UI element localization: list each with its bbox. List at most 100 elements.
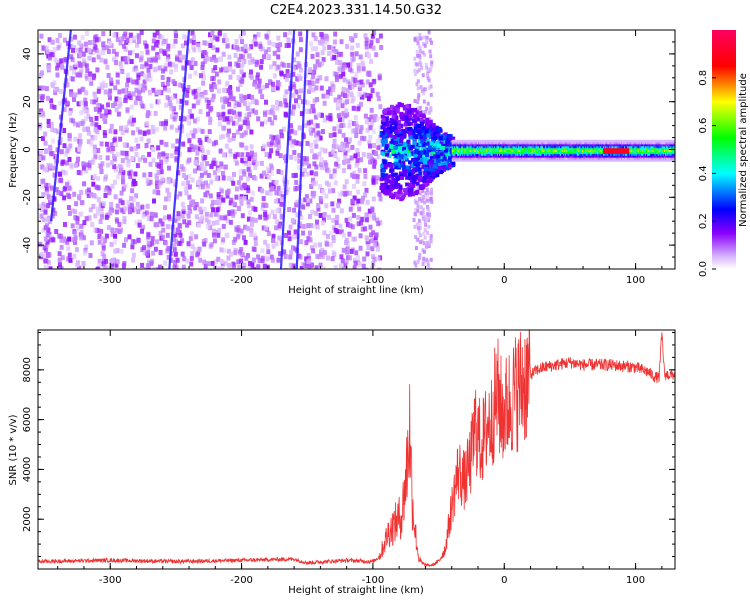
heat-cell xyxy=(436,130,441,135)
heat-cell xyxy=(433,158,438,163)
heat-cell xyxy=(339,51,344,57)
heat-cell xyxy=(417,167,422,172)
heat-cell xyxy=(339,254,344,260)
heat-cell xyxy=(376,221,381,227)
heat-cell xyxy=(43,131,48,137)
heat-cell xyxy=(41,155,46,161)
heat-cell xyxy=(78,211,83,217)
heat-cell xyxy=(371,254,375,260)
heat-cell xyxy=(399,173,404,178)
heat-cell xyxy=(381,130,386,135)
heat-cell xyxy=(368,143,372,149)
heat-cell xyxy=(249,69,253,75)
heat-cell xyxy=(48,199,52,205)
heat-cell xyxy=(156,190,161,196)
heat-cell xyxy=(425,153,430,157)
heat-cell xyxy=(353,153,358,159)
heat-cell xyxy=(386,111,391,116)
heat-cell xyxy=(201,71,206,76)
heat-cell xyxy=(63,170,68,176)
heat-cell xyxy=(342,147,346,153)
heat-cell xyxy=(276,54,281,60)
heat-cell xyxy=(334,77,339,83)
heat-cell xyxy=(319,251,323,257)
heat-cell xyxy=(121,263,126,269)
heat-cell xyxy=(390,104,394,109)
heat-cell xyxy=(306,235,311,241)
heat-cell xyxy=(239,228,244,234)
heat-cell xyxy=(169,153,174,159)
heat-cell xyxy=(242,132,246,138)
heat-cell xyxy=(200,198,205,204)
heat-cell xyxy=(255,72,260,78)
heat-cell xyxy=(398,185,403,190)
heat-cell xyxy=(96,176,101,181)
heat-cell xyxy=(342,93,347,99)
heat-cell xyxy=(341,86,346,92)
heat-cell xyxy=(193,118,197,124)
heat-cell xyxy=(238,34,243,40)
heat-cell xyxy=(39,213,44,219)
heat-cell xyxy=(155,52,160,58)
heat-cell xyxy=(52,80,57,86)
heat-cell xyxy=(237,116,242,122)
heat-cell xyxy=(158,164,163,170)
heat-cell xyxy=(109,266,114,269)
heat-cell xyxy=(359,135,364,141)
heat-cell xyxy=(434,132,439,136)
heat-cell xyxy=(393,172,398,177)
heat-cell xyxy=(222,33,227,39)
heat-cell xyxy=(423,35,426,40)
heat-cell xyxy=(84,63,89,69)
heat-cell xyxy=(285,69,290,75)
heat-cell xyxy=(43,236,48,242)
heat-cell xyxy=(311,127,316,133)
heat-cell xyxy=(189,143,194,149)
heat-cell xyxy=(385,176,389,181)
heat-cell xyxy=(45,232,50,238)
heat-cell xyxy=(286,186,290,192)
heat-cell xyxy=(304,240,309,246)
heat-cell xyxy=(354,123,359,129)
heat-cell xyxy=(308,237,313,243)
heat-cell xyxy=(58,136,63,142)
heat-cell xyxy=(123,56,128,62)
heat-cell xyxy=(160,34,165,40)
heat-cell xyxy=(307,108,312,114)
heat-cell xyxy=(67,185,72,191)
heat-cell xyxy=(392,178,397,183)
heat-cell xyxy=(391,114,396,119)
heat-cell xyxy=(248,173,252,178)
heat-cell xyxy=(377,267,381,269)
heat-cell xyxy=(397,159,401,164)
heat-cell xyxy=(427,198,431,203)
heat-cell xyxy=(435,126,440,131)
heat-cell xyxy=(175,138,180,144)
heat-cell xyxy=(192,168,197,174)
heat-cell xyxy=(384,146,389,151)
heat-cell xyxy=(365,50,370,56)
heat-cell xyxy=(100,214,104,220)
heat-cell xyxy=(233,236,238,242)
heat-cell xyxy=(101,50,106,56)
heat-cell xyxy=(307,67,312,73)
heat-cell xyxy=(394,182,398,187)
heat-cell xyxy=(38,241,43,247)
heat-cell xyxy=(351,212,356,218)
heat-cell xyxy=(83,97,88,103)
heat-cell xyxy=(291,263,296,269)
heat-cell xyxy=(172,243,177,249)
heat-cell xyxy=(362,181,367,187)
heat-cell xyxy=(428,49,432,54)
heat-cell xyxy=(137,88,142,94)
heat-cell xyxy=(164,62,169,68)
heat-cell xyxy=(144,210,149,216)
heat-cell xyxy=(318,135,323,141)
heat-cell xyxy=(186,180,190,186)
heat-cell xyxy=(216,256,221,262)
heat-cell xyxy=(49,103,54,109)
heat-cell xyxy=(87,216,92,221)
heat-cell xyxy=(78,133,83,139)
heat-cell xyxy=(131,117,136,123)
heat-cell xyxy=(350,224,355,230)
